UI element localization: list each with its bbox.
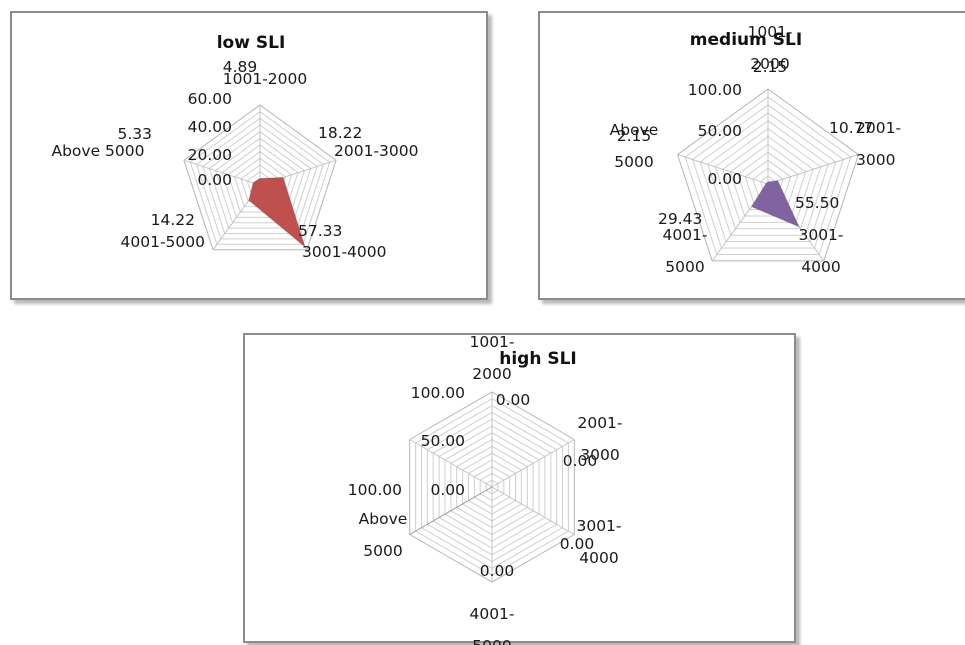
data-label: 0.00 (480, 562, 515, 580)
axis-tick-label: 0.00 (430, 481, 465, 499)
data-area (248, 176, 306, 249)
grid-ring (707, 120, 829, 236)
axis-tick-label: 50.00 (421, 432, 465, 450)
grid-ring (215, 137, 305, 224)
axis-tick-label: 40.00 (188, 118, 232, 136)
data-label: 18.22 (318, 124, 362, 142)
category-label: Above (610, 121, 659, 139)
category-label: 1001- (469, 333, 514, 351)
chart-title: medium SLI (690, 30, 802, 50)
grid-ring (227, 151, 293, 213)
grid-ring (677, 88, 859, 262)
chart-title: low SLI (217, 33, 286, 53)
grid-ring (729, 143, 807, 217)
data-label: 29.43 (658, 210, 702, 228)
chart-title: high SLI (499, 349, 577, 369)
grid-spoke (409, 439, 493, 488)
category-label: 3001-4000 (302, 243, 387, 261)
data-label: 0.00 (560, 535, 595, 553)
data-label: 57.33 (298, 222, 342, 240)
data-label: 5.33 (117, 125, 152, 143)
radar-grid (409, 391, 575, 583)
data-area (750, 180, 801, 228)
category-label: 3000 (856, 151, 895, 169)
category-label: 1001-2000 (223, 70, 308, 88)
grid-ring (208, 131, 312, 229)
low-sli-radar-chart: low SLI 0.00 20.00 40.00 60.00 1001-2000 2001… (51, 33, 419, 261)
radar-grid (183, 104, 337, 251)
medium-sli-radar-chart: medium SLI 0.00 50.00 100.00 1001- 2000 2001-… (610, 23, 901, 276)
data-label: 10.77 (829, 119, 873, 137)
data-label: 0.00 (496, 391, 531, 409)
category-label: 2001- (577, 414, 622, 432)
grid-ring (189, 111, 331, 245)
data-label: 100.00 (348, 481, 402, 499)
category-label: 4000 (579, 549, 618, 567)
data-area (409, 486, 493, 535)
grid-ring (684, 96, 852, 255)
axis-tick-label: 20.00 (188, 146, 232, 164)
category-label: 3001- (576, 517, 621, 535)
category-label: 2000 (750, 55, 789, 73)
category-label: 2001-3000 (334, 142, 419, 160)
data-label: 55.50 (795, 194, 839, 212)
category-label: 5000 (614, 153, 653, 171)
axis-tick-label: 0.00 (707, 170, 742, 188)
grid-ring (183, 104, 337, 251)
axis-tick-label: 100.00 (411, 384, 465, 402)
axis-tick-label: 50.00 (698, 122, 742, 140)
category-label: 2000 (472, 365, 511, 383)
grid-ring (722, 135, 814, 223)
category-label: 4001-5000 (121, 233, 206, 251)
category-label: Above (359, 510, 408, 528)
grid-spoke (767, 154, 859, 185)
grid-spoke (677, 154, 769, 185)
grid-ring (196, 117, 324, 240)
axis-tick-label: 60.00 (188, 90, 232, 108)
category-label: 4001- (662, 226, 707, 244)
category-label: 3001- (798, 226, 843, 244)
high-sli-radar-chart: high SLI 0.00 50.00 100.00 1001- 2000 2001- 30… (348, 333, 623, 645)
grid-spoke (491, 439, 575, 488)
data-label: 2.15 (617, 127, 652, 145)
medium-sli-chart-panel: medium SLI 0.00 50.00 100.00 1001- 2000 2001-… (538, 11, 965, 300)
category-label: 2001- (856, 119, 901, 137)
category-label: Above 5000 (51, 142, 144, 160)
data-label: 0.00 (563, 452, 598, 470)
category-label: 4001- (469, 605, 514, 623)
low-sli-chart-panel: low SLI 0.00 20.00 40.00 60.00 1001-2000 2001… (10, 11, 488, 300)
category-label: 5000 (665, 258, 704, 276)
high-sli-chart-panel: high SLI 0.00 50.00 100.00 1001- 2000 2001- 30… (243, 333, 796, 645)
category-label: 4000 (801, 258, 840, 276)
grid-ring (699, 112, 837, 243)
data-label: 2.15 (753, 58, 788, 76)
grid-spoke (491, 486, 575, 535)
grid-ring (692, 104, 844, 249)
category-label: 5000 (472, 637, 511, 645)
grid-spoke (183, 159, 261, 186)
grid-ring (221, 144, 299, 218)
data-label: 4.89 (223, 58, 258, 76)
category-label: 5000 (363, 542, 402, 560)
axis-tick-label: 100.00 (688, 81, 742, 99)
category-label: 1001- (747, 23, 792, 41)
category-label: 3000 (580, 446, 619, 464)
grid-ring (202, 124, 318, 234)
data-label: 14.22 (151, 211, 195, 229)
grid-ring (714, 127, 822, 230)
axis-tick-label: 0.00 (197, 171, 232, 189)
